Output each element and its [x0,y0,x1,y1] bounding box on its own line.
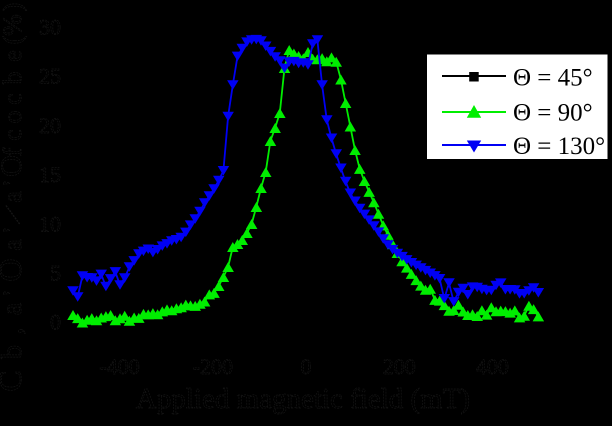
svg-text:C: C [0,370,28,391]
svg-text:O: O [0,155,28,177]
svg-text:-400: -400 [99,354,139,379]
svg-text:400: 400 [476,354,509,379]
svg-text:,: , [0,328,27,335]
svg-text:Θ = 130°: Θ = 130° [513,133,605,160]
svg-text:200: 200 [383,354,416,379]
svg-text:': ' [0,291,27,296]
svg-text:(: ( [0,36,27,45]
svg-text:c: c [0,129,27,141]
svg-text:%: % [0,14,27,36]
svg-text:': ' [0,228,27,233]
svg-text:f: f [0,147,27,156]
svg-text:-200: -200 [193,354,233,379]
svg-text:Θ = 90°: Θ = 90° [513,100,593,127]
svg-text:0: 0 [301,354,312,379]
svg-text:25: 25 [39,64,61,89]
svg-text:20: 20 [39,113,61,138]
svg-text:5: 5 [50,261,61,286]
svg-text:c: c [0,93,27,105]
svg-text:a: a [0,239,27,251]
svg-text:b: b [0,345,28,359]
svg-text:a: a [0,191,27,203]
svg-text:e: e [0,50,27,62]
svg-text:Θ = 45°: Θ = 45° [513,64,593,91]
svg-text:30: 30 [39,15,61,40]
svg-text:0: 0 [50,310,61,335]
svg-text:b: b [0,72,27,85]
svg-text:O: O [0,258,28,281]
svg-text:10: 10 [39,211,61,236]
svg-text:15: 15 [39,162,61,187]
svg-text:o: o [0,111,27,124]
svg-text:): ) [0,3,27,12]
svg-text:a: a [0,302,28,315]
svg-text:Applied magnetic field (mT): Applied magnetic field (mT) [136,383,470,415]
svg-text:': ' [0,181,27,186]
